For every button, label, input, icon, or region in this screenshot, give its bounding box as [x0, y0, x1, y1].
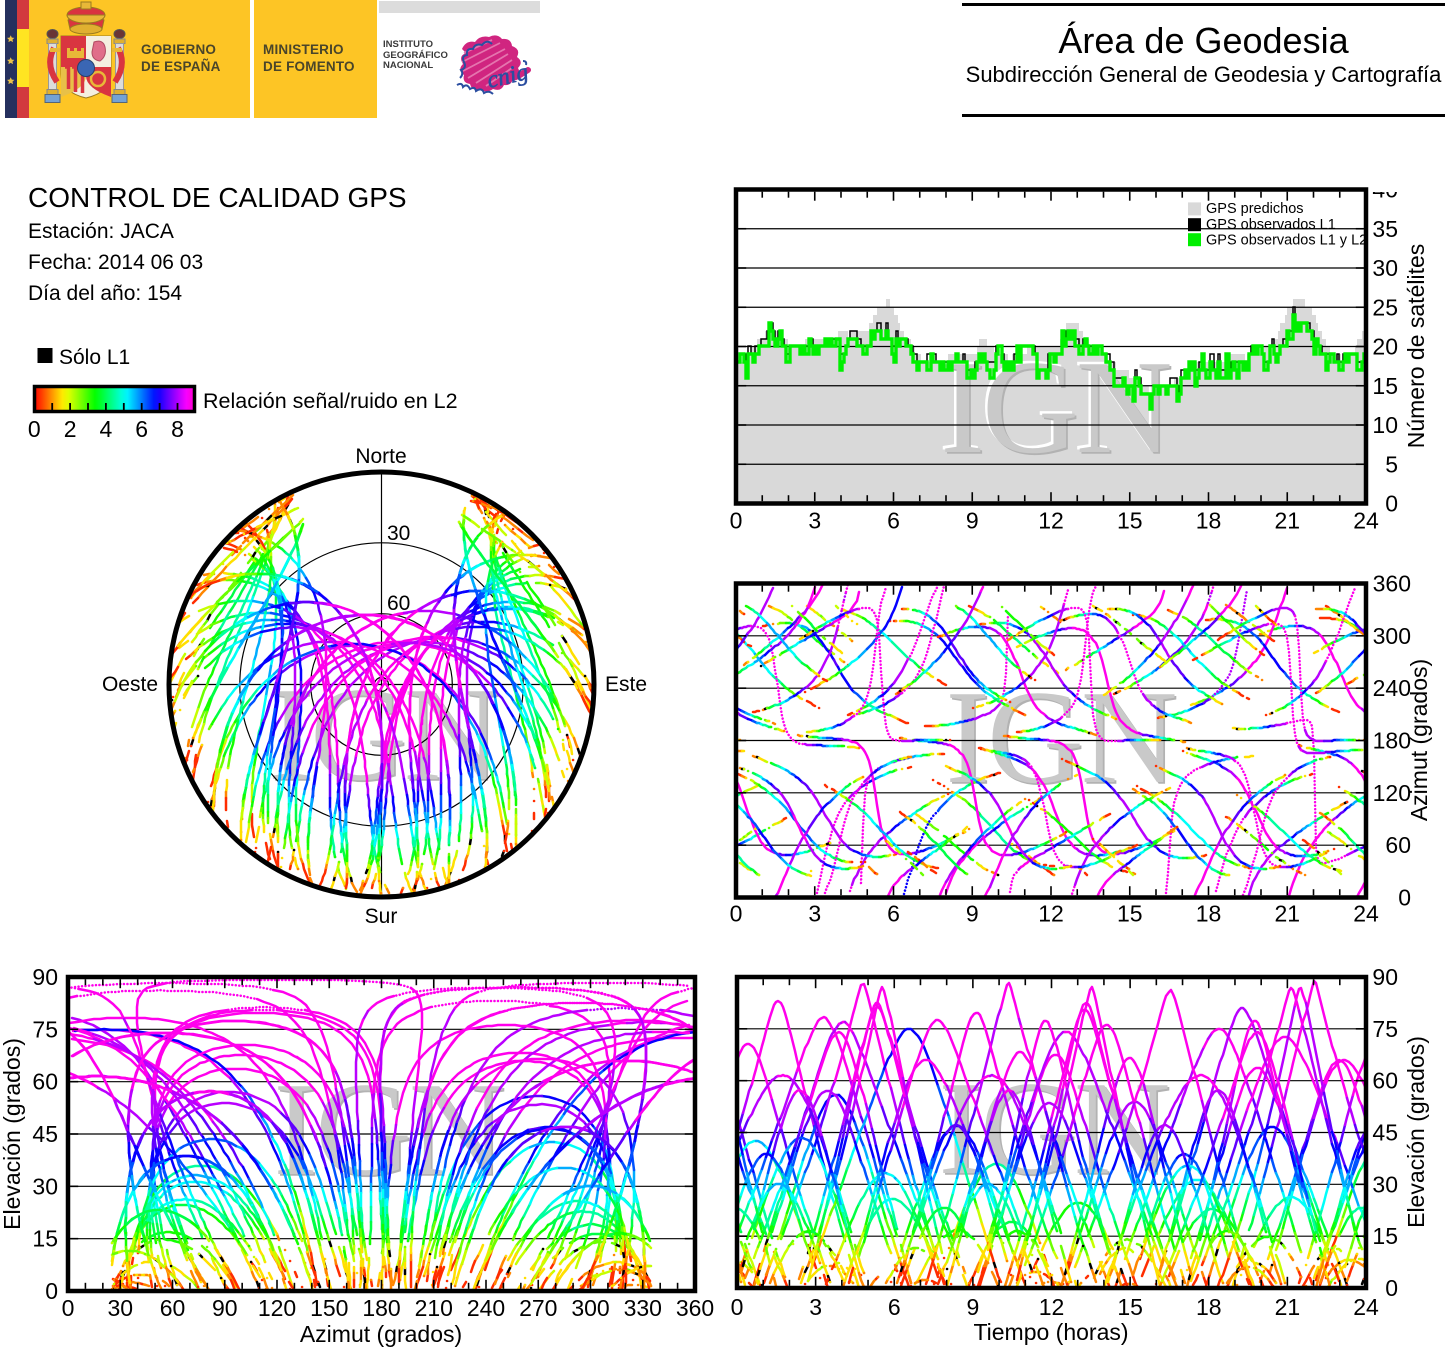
svg-text:18: 18 [1196, 901, 1222, 927]
svg-text:21: 21 [1275, 1294, 1301, 1320]
svg-text:Sólo L1: Sólo L1 [59, 346, 130, 369]
svg-text:21: 21 [1274, 508, 1300, 534]
svg-text:0: 0 [731, 1294, 744, 1320]
svg-text:60: 60 [387, 592, 410, 615]
svg-text:60: 60 [1385, 832, 1411, 858]
svg-text:GPS observados L1: GPS observados L1 [1206, 217, 1336, 233]
svg-text:GPS observados L1 y L2: GPS observados L1 y L2 [1206, 233, 1367, 249]
svg-text:18: 18 [1196, 1294, 1222, 1320]
svg-text:4: 4 [100, 416, 113, 442]
svg-text:300: 300 [1373, 623, 1411, 649]
svg-text:15: 15 [1117, 508, 1143, 534]
svg-text:Elevación (grados): Elevación (grados) [0, 1038, 25, 1230]
svg-text:12: 12 [1038, 508, 1064, 534]
svg-text:25: 25 [1372, 294, 1398, 320]
svg-text:30: 30 [32, 1173, 58, 1199]
svg-text:9: 9 [966, 508, 979, 534]
svg-text:24: 24 [1353, 901, 1379, 927]
svg-text:3: 3 [808, 901, 821, 927]
svg-text:30: 30 [1372, 1171, 1398, 1197]
svg-text:20: 20 [1372, 334, 1398, 360]
svg-text:Azimut (grados): Azimut (grados) [300, 1321, 462, 1347]
svg-text:90: 90 [212, 1295, 238, 1321]
svg-text:Azimut (grados): Azimut (grados) [1406, 659, 1432, 821]
svg-text:GPS predichos: GPS predichos [1206, 201, 1304, 217]
svg-text:Tiempo (horas): Tiempo (horas) [973, 1319, 1128, 1345]
svg-text:45: 45 [32, 1121, 58, 1147]
svg-text:10: 10 [1372, 412, 1398, 438]
svg-text:330: 330 [624, 1295, 662, 1321]
svg-text:3: 3 [809, 1294, 822, 1320]
svg-text:360: 360 [676, 1295, 714, 1321]
svg-text:75: 75 [1372, 1016, 1398, 1042]
svg-text:0: 0 [62, 1295, 75, 1321]
svg-text:9: 9 [966, 1294, 979, 1320]
svg-text:30: 30 [387, 522, 410, 545]
svg-text:15: 15 [1117, 901, 1143, 927]
svg-text:75: 75 [32, 1016, 58, 1042]
svg-text:240: 240 [1373, 675, 1411, 701]
svg-text:18: 18 [1196, 508, 1222, 534]
svg-text:240: 240 [467, 1295, 505, 1321]
svg-text:90: 90 [32, 964, 58, 990]
svg-text:60: 60 [160, 1295, 186, 1321]
svg-text:6: 6 [888, 1294, 901, 1320]
svg-text:60: 60 [1372, 1068, 1398, 1094]
svg-text:60: 60 [32, 1069, 58, 1095]
svg-text:270: 270 [519, 1295, 557, 1321]
svg-text:24: 24 [1353, 508, 1379, 534]
svg-text:Oeste: Oeste [102, 673, 158, 696]
svg-text:Número de satélites: Número de satélites [1403, 244, 1429, 449]
svg-text:24: 24 [1353, 1294, 1379, 1320]
svg-text:30: 30 [1372, 255, 1398, 281]
svg-text:6: 6 [887, 901, 900, 927]
svg-text:0: 0 [1385, 491, 1398, 517]
svg-text:180: 180 [1373, 728, 1411, 754]
svg-text:15: 15 [32, 1226, 58, 1252]
svg-text:120: 120 [258, 1295, 296, 1321]
svg-text:12: 12 [1038, 901, 1064, 927]
svg-text:15: 15 [1117, 1294, 1143, 1320]
svg-text:150: 150 [310, 1295, 348, 1321]
svg-text:0: 0 [1398, 885, 1411, 911]
svg-text:0: 0 [45, 1278, 58, 1304]
svg-text:Relación señal/ruido en L2: Relación señal/ruido en L2 [203, 389, 458, 413]
svg-text:21: 21 [1274, 901, 1300, 927]
svg-text:3: 3 [808, 508, 821, 534]
svg-text:Este: Este [605, 673, 647, 696]
svg-text:Norte: Norte [355, 445, 406, 468]
svg-text:45: 45 [1372, 1120, 1398, 1146]
svg-text:15: 15 [1372, 1223, 1398, 1249]
svg-text:210: 210 [415, 1295, 453, 1321]
svg-text:90: 90 [1372, 964, 1398, 990]
svg-text:360: 360 [1373, 571, 1411, 597]
svg-text:180: 180 [362, 1295, 400, 1321]
svg-text:0: 0 [730, 508, 743, 534]
svg-text:15: 15 [1372, 373, 1398, 399]
svg-text:9: 9 [966, 901, 979, 927]
svg-text:30: 30 [107, 1295, 133, 1321]
svg-text:0: 0 [28, 416, 41, 442]
svg-text:Sur: Sur [365, 905, 398, 928]
svg-text:5: 5 [1385, 451, 1398, 477]
svg-text:Elevación (grados): Elevación (grados) [1403, 1036, 1429, 1228]
svg-text:300: 300 [571, 1295, 609, 1321]
svg-text:0: 0 [730, 901, 743, 927]
svg-text:6: 6 [135, 416, 148, 442]
svg-text:35: 35 [1372, 216, 1398, 242]
svg-text:120: 120 [1373, 780, 1411, 806]
svg-text:6: 6 [887, 508, 900, 534]
svg-text:8: 8 [171, 416, 184, 442]
svg-text:2: 2 [64, 416, 77, 442]
svg-text:12: 12 [1039, 1294, 1065, 1320]
svg-text:0: 0 [1385, 1275, 1398, 1301]
